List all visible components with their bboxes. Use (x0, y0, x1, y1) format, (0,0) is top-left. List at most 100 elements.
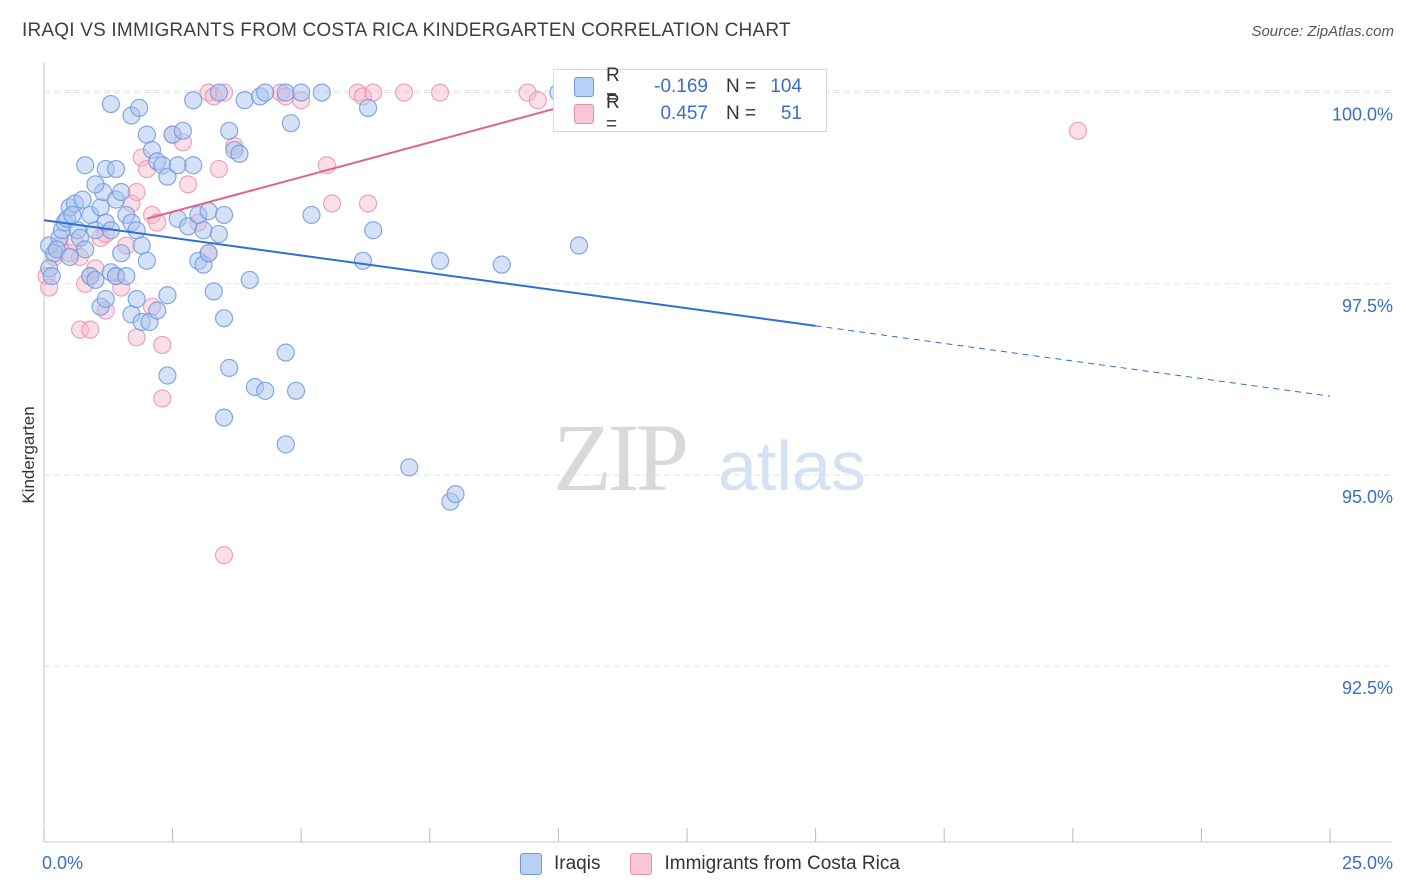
legend-label-iraqis: Iraqis (554, 853, 601, 874)
data-point-iraqis (220, 121, 239, 140)
data-point-iraqis (127, 289, 146, 309)
data-point-iraqis (158, 167, 177, 186)
data-point-iraqis (209, 224, 228, 244)
data-point-iraqis (286, 381, 306, 400)
data-point-iraqis (302, 205, 321, 225)
data-point-iraqis (446, 484, 465, 504)
legend-n-label: N = (726, 76, 757, 97)
legend-r-label: R = (606, 92, 620, 135)
trend-line-iraqis (43, 219, 816, 327)
data-point-iraqis (214, 205, 234, 225)
data-point-iraqis (276, 343, 295, 362)
data-point-iraqis (256, 83, 275, 102)
legend-n-value: 104 (770, 76, 802, 97)
data-point-iraqis (127, 221, 146, 240)
data-point-iraqis (101, 94, 120, 114)
watermark-zip: ZIP (553, 404, 686, 511)
data-point-iraqis (400, 458, 419, 477)
data-point-costa-rica (148, 213, 167, 232)
data-point-iraqis (137, 251, 156, 270)
data-point-iraqis (158, 366, 177, 385)
data-point-iraqis (76, 156, 95, 175)
data-point-iraqis (60, 247, 79, 267)
data-point-iraqis (235, 91, 254, 110)
data-point-costa-rica (430, 83, 450, 102)
data-point-iraqis (184, 91, 203, 110)
data-point-iraqis (492, 255, 511, 274)
data-point-costa-rica (153, 389, 172, 408)
data-point-iraqis (158, 286, 177, 305)
series-legend: Iraqis Immigrants from Costa Rica (520, 853, 930, 875)
data-point-iraqis (42, 267, 61, 286)
data-point-iraqis (73, 190, 92, 209)
data-point-costa-rica (528, 91, 547, 110)
data-point-iraqis (76, 240, 95, 259)
data-point-iraqis (569, 236, 589, 255)
data-point-iraqis (256, 381, 275, 400)
legend-item-iraqis[interactable]: Iraqis (520, 853, 600, 875)
trend-line-costa-rica (146, 90, 621, 220)
data-point-iraqis (106, 159, 126, 179)
data-point-iraqis (312, 83, 331, 102)
data-point-iraqis (137, 125, 156, 144)
data-point-costa-rica (70, 320, 90, 339)
trend-line-iraqis-extension (815, 325, 1331, 397)
data-point-iraqis (276, 83, 295, 102)
chart-title: IRAQI VS IMMIGRANTS FROM COSTA RICA KIND… (22, 20, 791, 41)
data-point-costa-rica (209, 159, 228, 179)
data-point-iraqis (430, 251, 450, 270)
data-point-iraqis (168, 156, 187, 175)
data-point-iraqis (214, 408, 234, 427)
correlation-legend: R = -0.169 N = 104 R = 0.457 N = 51 (553, 65, 827, 135)
x-tick-label: 0.0% (42, 853, 83, 873)
legend-swatch-pink (574, 104, 594, 124)
data-point-costa-rica (127, 328, 146, 347)
data-point-iraqis (91, 198, 110, 217)
data-point-costa-rica (394, 83, 414, 102)
data-point-costa-rica (153, 335, 172, 355)
data-point-iraqis (86, 270, 105, 290)
legend-item-costa-rica[interactable]: Immigrants from Costa Rica (630, 853, 900, 875)
legend-row-costa-rica: R = 0.457 N = 51 (574, 92, 802, 135)
legend-r-value: -0.169 (654, 76, 708, 97)
legend-swatch-blue (574, 77, 594, 97)
series-iraqis-points (40, 83, 589, 511)
legend-n-value: 51 (780, 103, 802, 124)
watermark-atlas: atlas (718, 427, 866, 505)
data-point-iraqis (199, 244, 218, 263)
trend-lines (43, 90, 1331, 397)
axes (43, 62, 1392, 843)
legend-r-value: 0.457 (660, 103, 708, 124)
data-point-iraqis (240, 270, 259, 290)
data-point-iraqis (194, 221, 213, 240)
data-point-iraqis (358, 98, 378, 117)
data-point-iraqis (132, 236, 151, 255)
gridlines (44, 90, 1392, 667)
watermark: ZIP atlas (553, 404, 866, 511)
tick-labels: 100.0% 97.5% 95.0% 92.5% 0.0% 25.0% (42, 105, 1393, 873)
source-label: Source: ZipAtlas.com (1251, 23, 1394, 40)
y-tick-label: 92.5% (1342, 678, 1393, 698)
y-tick-label: 95.0% (1342, 487, 1393, 507)
legend-n-label: N = (726, 103, 757, 124)
data-point-costa-rica (364, 83, 383, 102)
data-point-costa-rica (127, 182, 146, 202)
x-tick-label: 25.0% (1342, 853, 1393, 873)
legend-r-label: R = (606, 65, 620, 108)
data-point-iraqis (63, 205, 82, 225)
data-point-costa-rica (322, 194, 342, 213)
data-point-iraqis (364, 221, 383, 240)
data-point-iraqis (220, 358, 239, 377)
legend-label-costa-rica: Immigrants from Costa Rica (664, 853, 900, 874)
legend-row-iraqis: R = -0.169 N = 104 (574, 65, 802, 108)
data-point-iraqis (173, 121, 192, 140)
legend-swatch-blue (520, 853, 542, 875)
data-point-iraqis (130, 98, 149, 117)
data-point-iraqis (276, 435, 295, 454)
y-tick-label: 100.0% (1332, 105, 1393, 125)
data-point-iraqis (148, 301, 167, 320)
data-point-iraqis (96, 289, 115, 309)
data-point-iraqis (199, 202, 218, 221)
data-point-iraqis (184, 156, 203, 175)
data-point-iraqis (112, 182, 131, 202)
